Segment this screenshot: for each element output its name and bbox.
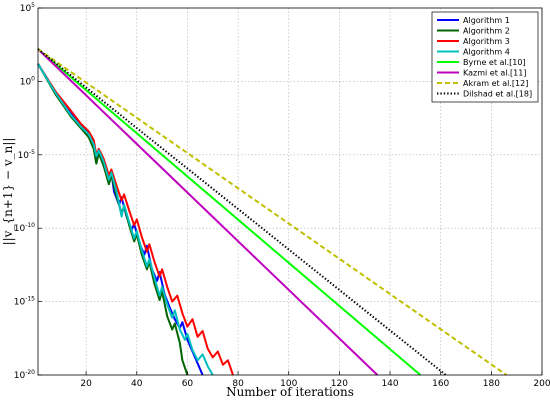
legend-label: Akram et al.[12]	[463, 79, 528, 88]
x-tick-label: 160	[432, 379, 449, 389]
y-tick-label: 100	[20, 75, 35, 87]
x-tick-label: 140	[381, 379, 398, 389]
legend-label: Dilshad et al.[18]	[463, 90, 532, 99]
legend-label: Algorithm 3	[463, 37, 510, 46]
y-tick-label: 10-15	[14, 296, 35, 308]
series-line-8	[37, 48, 447, 376]
x-tick-label: 80	[232, 379, 244, 389]
y-axis-label: ||v_{n+1} − v_n||	[1, 138, 15, 246]
series-line-7	[37, 48, 508, 376]
y-tick-label: 105	[20, 2, 35, 14]
x-tick-label: 40	[131, 379, 143, 389]
series-layer	[37, 48, 508, 376]
x-tick-label: 120	[331, 379, 348, 389]
x-tick-label: 60	[182, 379, 194, 389]
x-axis-ticks: 20 40 60 80 100 120 140 160 180 200	[80, 371, 550, 389]
series-line-6	[37, 48, 379, 376]
y-tick-label: 10-10	[14, 222, 35, 234]
x-axis-label: Number of iterations	[226, 385, 354, 399]
series-line-4	[37, 63, 214, 376]
legend-box	[431, 11, 539, 103]
legend-label: Algorithm 2	[463, 27, 510, 36]
legend-label: Algorithm 4	[463, 48, 510, 57]
legend-label: Kazmi et al.[11]	[463, 69, 526, 78]
x-tick-label: 180	[483, 379, 500, 389]
series-line-5	[37, 48, 422, 376]
x-tick-label: 100	[280, 379, 297, 389]
y-tick-label: 10-5	[18, 149, 36, 161]
legend-label: Byrne et al.[10]	[463, 58, 526, 67]
x-tick-label: 200	[533, 379, 550, 389]
series-line-2	[37, 63, 189, 376]
legend-label: Algorithm 1	[463, 16, 510, 25]
series-line-1	[37, 63, 204, 376]
y-tick-label: 10-20	[14, 369, 35, 381]
x-tick-label: 20	[80, 379, 92, 389]
plot-frame	[37, 7, 543, 376]
